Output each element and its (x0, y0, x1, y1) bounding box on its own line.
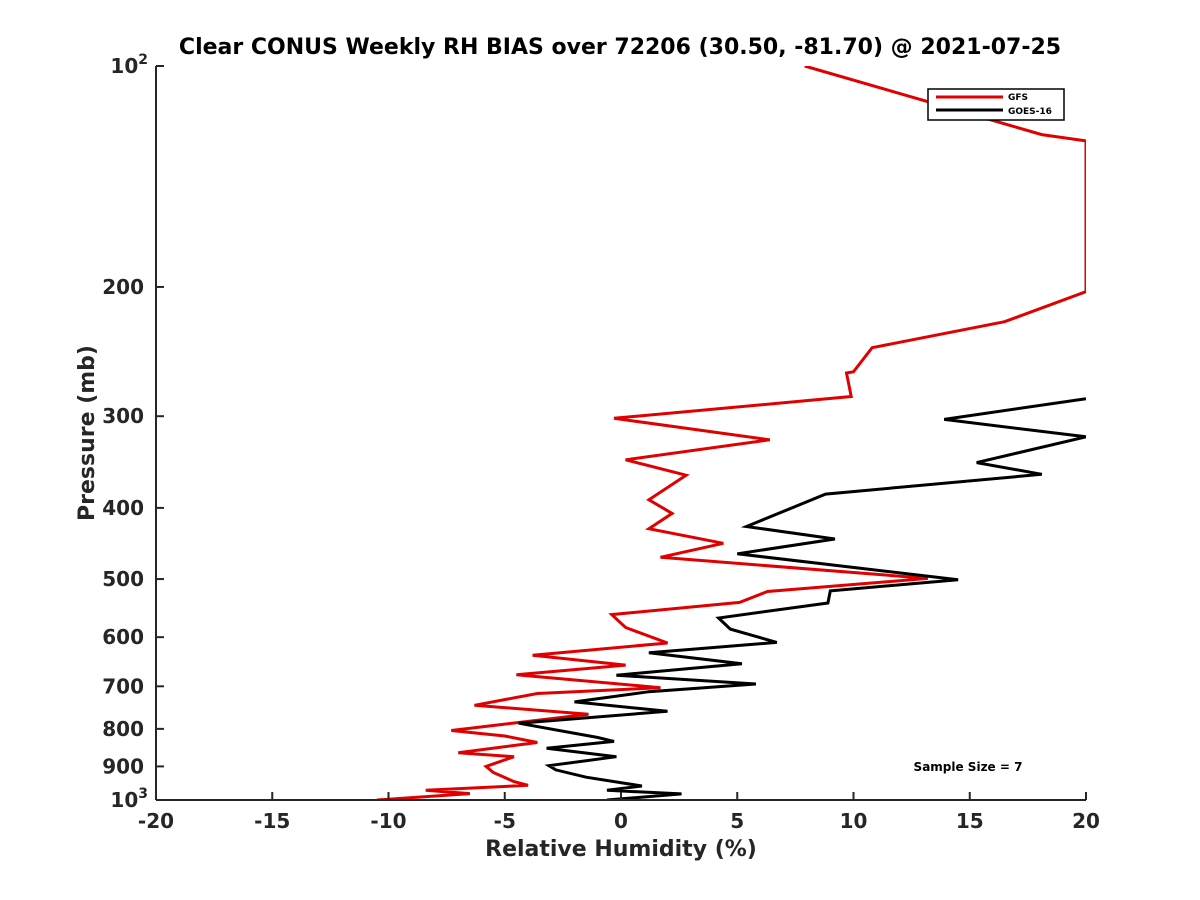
y-tick-label: 300 (102, 404, 144, 428)
series-line-goes-16 (518, 397, 1086, 800)
y-tick-label: 500 (102, 567, 144, 591)
series-line-gfs (376, 66, 1086, 800)
y-tick-label: 700 (102, 674, 144, 698)
plot-area: -20 -15 -10 -5 0 5 10 15 20 10220030040050060070… (102, 52, 1100, 833)
series-layer (376, 66, 1086, 800)
legend-box (927, 88, 1065, 121)
x-tick-label: 5 (730, 809, 744, 833)
x-tick-label: -20 (138, 809, 174, 833)
x-tick-label: -5 (494, 809, 516, 833)
legend: GFS GOES-16 (927, 88, 1065, 121)
y-tick-label: 200 (102, 275, 144, 299)
chart-title: Clear CONUS Weekly RH BIAS over 72206 (3… (179, 35, 1061, 60)
x-tick-label: -10 (370, 809, 406, 833)
x-tick-label: -15 (254, 809, 290, 833)
y-tick-label: 400 (102, 496, 144, 520)
y-tick-label: 600 (102, 625, 144, 649)
x-axis-label: Relative Humidity (%) (485, 837, 757, 862)
y-axis-label: Pressure (mb) (75, 345, 100, 521)
legend-label-goes-16: GOES-16 (1008, 107, 1052, 117)
x-tick-label: 15 (956, 809, 984, 833)
x-tick-label: 10 (840, 809, 868, 833)
x-tick-label: 0 (614, 809, 628, 833)
legend-label-gfs: GFS (1008, 93, 1028, 103)
x-tick-label: 20 (1072, 809, 1100, 833)
sample-size-annotation: Sample Size = 7 (914, 760, 1023, 774)
x-axis-ticks: -20 -15 -10 -5 0 5 10 15 20 (138, 792, 1100, 833)
y-tick-label: 800 (102, 717, 144, 741)
y-tick-label: 900 (102, 754, 144, 778)
